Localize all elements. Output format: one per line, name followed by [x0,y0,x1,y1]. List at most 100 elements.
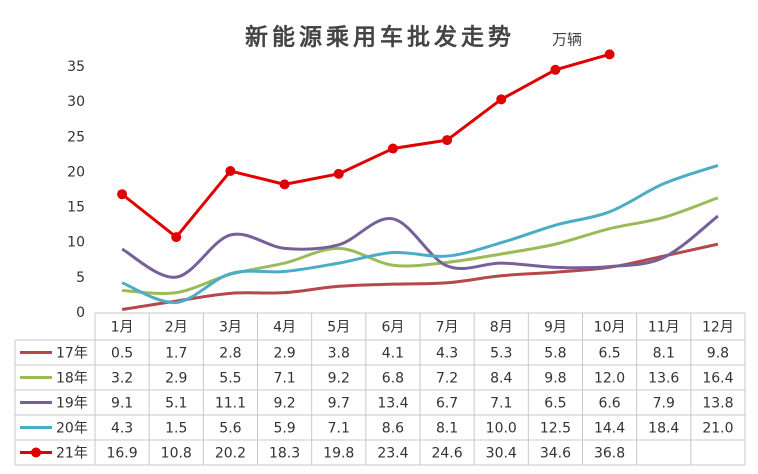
table-value: 5.6 [219,421,241,437]
table-value: 5.8 [544,346,566,362]
x-tick-label: 1月 [111,320,134,336]
table-value: 16.4 [702,371,733,387]
table-value: 4.1 [382,346,404,362]
table-value: 16.9 [106,446,137,462]
table-value: 12.0 [594,371,625,387]
table-value: 7.1 [328,421,350,437]
table-value: 5.9 [273,421,295,437]
table-value: 6.8 [382,371,404,387]
table-value: 8.6 [382,421,404,437]
data-point [279,179,290,190]
table-value: 12.5 [540,421,571,437]
legend-label: 17年 [56,346,88,362]
data-point [225,166,236,177]
legend-label: 20年 [56,421,88,437]
table-value: 11.1 [215,396,246,412]
y-tick-label: 0 [76,305,85,321]
table-value: 3.2 [111,371,133,387]
table-value: 9.7 [328,396,350,412]
table-value: 1.7 [165,346,187,362]
series-line [121,163,719,304]
y-tick-label: 15 [67,200,85,216]
table-value: 5.3 [490,346,512,362]
legend-label: 21年 [56,446,88,462]
table-value: 18.3 [269,446,300,462]
table-value: 19.8 [323,446,354,462]
table-value: 21.0 [702,421,733,437]
table-value: 5.1 [165,396,187,412]
table-value: 6.5 [544,396,566,412]
x-tick-label: 4月 [273,320,296,336]
y-tick-label: 30 [67,94,85,110]
table-value: 34.6 [540,446,571,462]
table-value: 1.5 [165,421,187,437]
table-value: 14.4 [594,421,625,437]
x-tick-label: 7月 [436,320,459,336]
series-line [122,196,719,295]
series-line [121,214,719,279]
y-tick-label: 25 [67,129,85,145]
table-value: 8.1 [436,421,458,437]
table-value: 4.3 [436,346,458,362]
table-value: 5.5 [219,371,241,387]
table-value: 13.4 [377,396,408,412]
table-value: 8.1 [653,346,675,362]
x-tick-label: 2月 [165,320,188,336]
table-value: 6.5 [598,346,620,362]
table-value: 10.8 [161,446,192,462]
table-value: 3.8 [328,346,350,362]
table-value: 7.1 [490,396,512,412]
table-value: 9.2 [273,396,295,412]
series-line [121,52,610,239]
table-value: 0.5 [111,346,133,362]
chart-title: 新能源乘用车批发走势 [245,24,515,51]
y-tick-label: 5 [76,270,85,286]
data-point [117,189,128,200]
x-tick-label: 11月 [648,320,680,336]
y-tick-label: 35 [67,59,85,75]
table-value: 2.9 [273,346,295,362]
table-value: 18.4 [648,421,679,437]
table-value: 23.4 [377,446,408,462]
table-value: 9.8 [544,371,566,387]
x-tick-label: 9月 [544,320,567,336]
y-tick-label: 10 [67,235,85,251]
table-value: 9.2 [328,371,350,387]
table-value: 9.1 [111,396,133,412]
data-point [550,64,561,75]
data-point [333,168,344,179]
data-point [171,232,182,243]
x-tick-label: 5月 [327,320,350,336]
table-value: 10.0 [486,421,517,437]
table-value: 7.2 [436,371,458,387]
legend-label: 19年 [56,396,88,412]
table-value: 9.8 [707,346,729,362]
table-value: 2.8 [219,346,241,362]
table-value: 4.3 [111,421,133,437]
table-value: 7.1 [273,371,295,387]
table-value: 20.2 [215,446,246,462]
x-tick-label: 6月 [381,320,404,336]
legend-label: 18年 [56,371,88,387]
table-value: 24.6 [431,446,462,462]
x-tick-label: 12月 [702,320,734,336]
table-value: 2.9 [165,371,187,387]
x-tick-label: 10月 [594,320,626,336]
table-value: 6.6 [598,396,620,412]
unit-label: 万辆 [552,31,582,49]
data-point [442,135,453,146]
legend-marker [31,447,41,458]
table-value: 7.9 [653,396,675,412]
table-value: 36.8 [594,446,625,462]
table-value: 8.4 [490,371,512,387]
table-value: 6.7 [436,396,458,412]
table-value: 30.4 [486,446,517,462]
data-point [496,94,507,105]
data-point [604,49,615,60]
x-tick-label: 3月 [219,320,242,336]
table-value: 13.6 [648,371,679,387]
y-tick-label: 20 [67,164,85,180]
data-point [387,143,398,154]
